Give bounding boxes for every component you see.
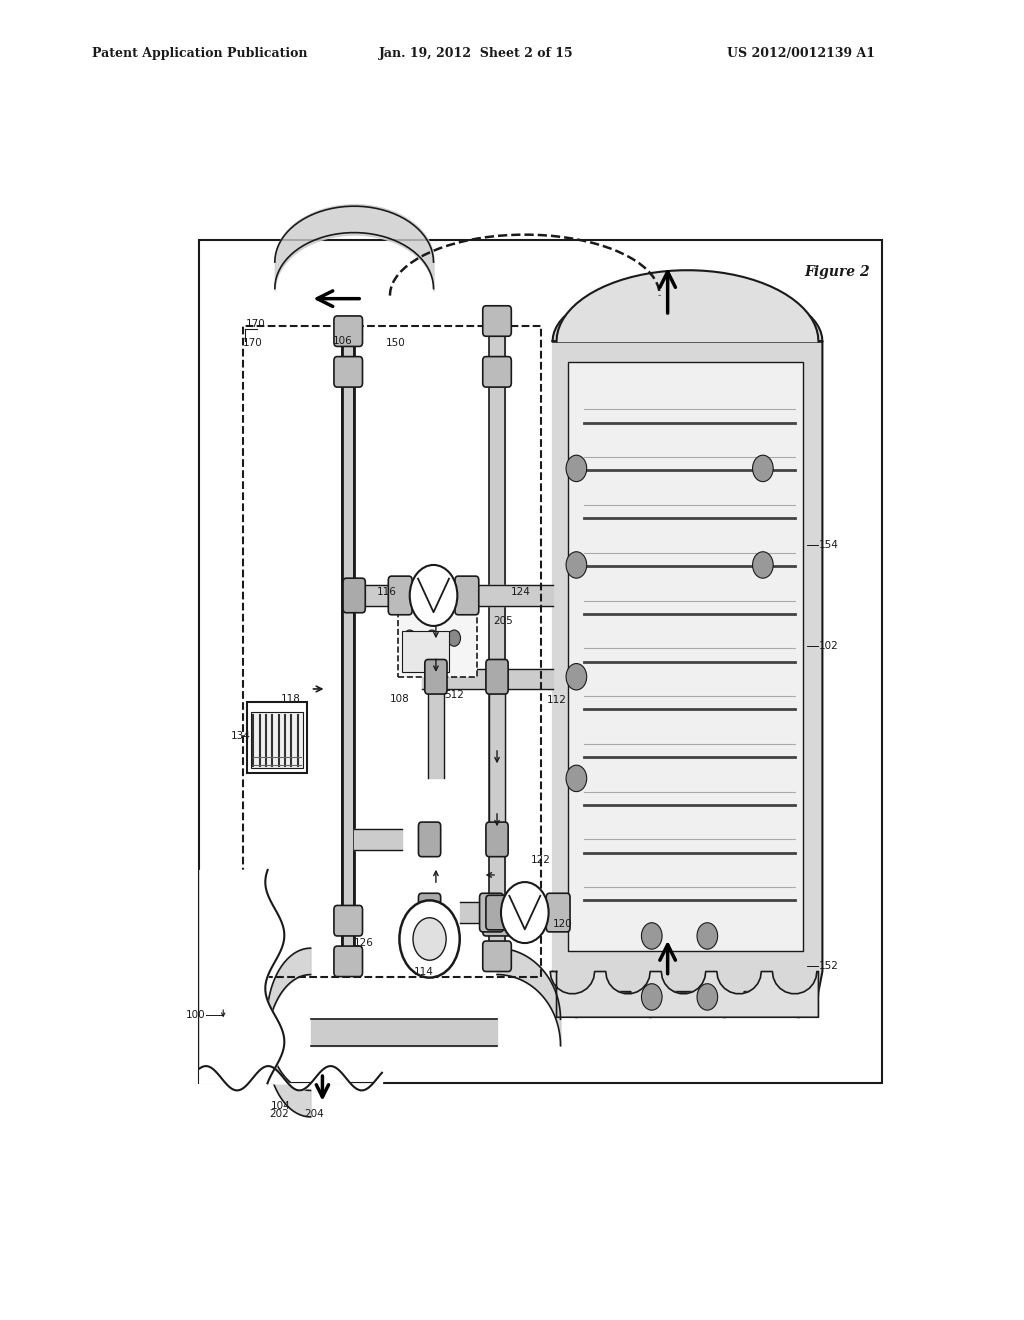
Bar (568, 362, 803, 952)
FancyBboxPatch shape (455, 576, 479, 615)
Circle shape (641, 923, 663, 949)
Text: 512: 512 (443, 690, 464, 700)
Circle shape (566, 552, 587, 578)
FancyBboxPatch shape (486, 895, 508, 929)
Bar (251, 713, 303, 768)
Text: Figure 2: Figure 2 (805, 265, 870, 279)
Text: 154: 154 (818, 540, 839, 549)
Circle shape (566, 455, 587, 482)
Text: 150: 150 (386, 338, 406, 348)
Text: 106: 106 (333, 337, 352, 346)
Polygon shape (550, 972, 818, 1018)
FancyBboxPatch shape (334, 906, 362, 936)
Polygon shape (553, 280, 822, 1018)
Text: 170: 170 (246, 319, 265, 329)
Bar (243, 326, 541, 977)
Circle shape (753, 552, 773, 578)
Circle shape (447, 630, 461, 647)
Circle shape (641, 983, 663, 1010)
Bar (397, 595, 477, 677)
FancyBboxPatch shape (425, 578, 447, 612)
FancyBboxPatch shape (425, 660, 447, 694)
FancyBboxPatch shape (334, 356, 362, 387)
FancyBboxPatch shape (343, 578, 366, 612)
Text: 170: 170 (243, 338, 263, 348)
Text: 104: 104 (271, 1101, 291, 1110)
Text: 202: 202 (269, 1109, 289, 1119)
Text: 118: 118 (282, 694, 301, 704)
Text: 122: 122 (531, 855, 551, 865)
Text: 134: 134 (231, 731, 251, 741)
Polygon shape (556, 271, 818, 342)
FancyBboxPatch shape (482, 941, 511, 972)
FancyBboxPatch shape (479, 894, 504, 932)
Bar (401, 631, 450, 672)
Text: 205: 205 (494, 616, 513, 626)
Circle shape (753, 455, 773, 482)
FancyBboxPatch shape (482, 906, 511, 936)
Circle shape (410, 565, 458, 626)
Circle shape (566, 664, 587, 690)
FancyBboxPatch shape (334, 946, 362, 977)
FancyBboxPatch shape (486, 660, 508, 694)
Text: 100: 100 (186, 1010, 206, 1020)
Text: 120: 120 (553, 919, 572, 929)
Circle shape (403, 630, 416, 647)
FancyBboxPatch shape (334, 315, 362, 346)
Text: US 2012/0012139 A1: US 2012/0012139 A1 (727, 46, 876, 59)
FancyBboxPatch shape (419, 822, 440, 857)
Circle shape (697, 923, 718, 949)
FancyBboxPatch shape (486, 822, 508, 857)
Circle shape (399, 900, 460, 978)
Text: Patent Application Publication: Patent Application Publication (92, 46, 307, 59)
Text: 204: 204 (304, 1109, 324, 1119)
Bar (247, 702, 306, 774)
Bar (200, 240, 882, 1084)
Circle shape (426, 630, 438, 647)
Circle shape (566, 766, 587, 792)
Circle shape (697, 983, 718, 1010)
FancyBboxPatch shape (482, 306, 511, 337)
Text: 116: 116 (377, 587, 396, 598)
FancyBboxPatch shape (482, 356, 511, 387)
Circle shape (501, 882, 549, 942)
FancyBboxPatch shape (388, 576, 412, 615)
Circle shape (413, 917, 446, 960)
Text: 112: 112 (547, 696, 567, 705)
FancyBboxPatch shape (419, 894, 440, 928)
Text: 126: 126 (354, 939, 374, 948)
Text: Jan. 19, 2012  Sheet 2 of 15: Jan. 19, 2012 Sheet 2 of 15 (379, 46, 573, 59)
Text: 114: 114 (414, 966, 433, 977)
Text: 102: 102 (818, 642, 839, 651)
Text: 152: 152 (818, 961, 839, 972)
Text: 108: 108 (390, 694, 410, 704)
Text: 124: 124 (511, 587, 530, 598)
FancyBboxPatch shape (546, 894, 570, 932)
